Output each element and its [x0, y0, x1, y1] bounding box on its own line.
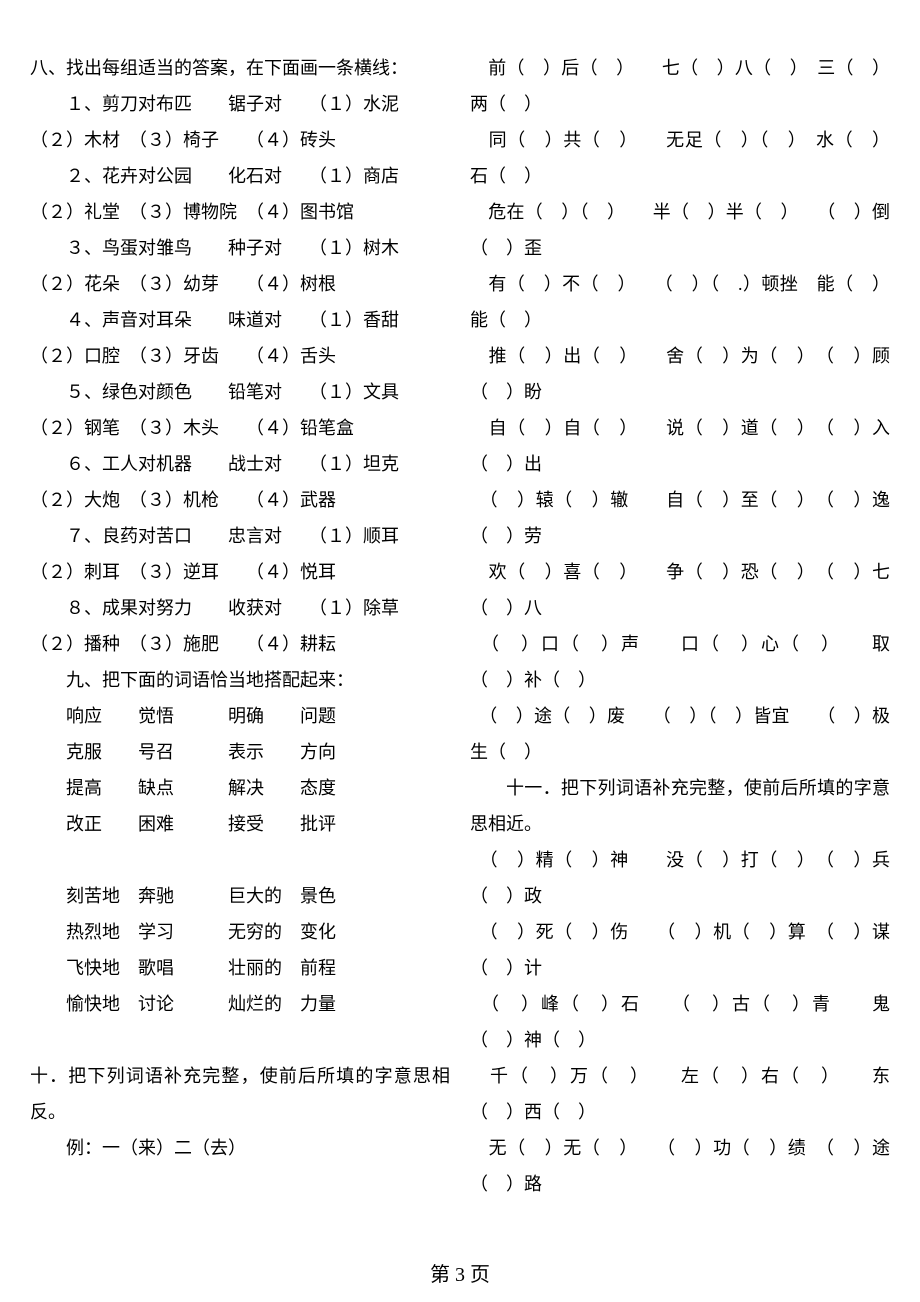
q8-item-2-line2: （２）礼堂 （３）博物院 （４）图书馆 [30, 194, 450, 230]
idioms10-line-1: 同（ ）共（ ） 无足（ ）（ ） 水（ ）石（ ） [470, 122, 890, 194]
q8-item-2-line1: ２、花卉对公园 化石对 （１）商店 [30, 158, 450, 194]
q8-item-6-line1: ６、工人对机器 战士对 （１）坦克 [30, 446, 450, 482]
q8-item-8-line1: ８、成果对努力 收获对 （１）除草 [30, 590, 450, 626]
blank-line [30, 842, 450, 878]
idioms10-line-3: 有（ ）不（ ） （ ）（ .）顿挫 能（ ）能（ ） [470, 266, 890, 338]
idioms10-line-6: （ ）辕（ ）辙 自（ ）至（ ） （ ）逸（ ）劳 [470, 482, 890, 554]
idioms11-line-4: 无（ ）无（ ） （ ）功（ ）绩 （ ）途（ ）路 [470, 1130, 890, 1202]
q8-item-8-line2: （２）播种 （３）施肥 （４）耕耘 [30, 626, 450, 662]
idioms10-line-4: 推（ ）出（ ） 舍（ ）为（ ） （ ）顾（ ）盼 [470, 338, 890, 410]
idioms11-line-3: 千（ ）万（ ） 左（ ）右（ ） 东（ ）西（ ） [470, 1058, 890, 1130]
pairs2-row-3: 愉快地 讨论 灿烂的 力量 [30, 986, 450, 1022]
q8-item-3-line2: （２）花朵 （３）幼芽 （４）树根 [30, 266, 450, 302]
q8-item-1-line2: （２）木材 （３）椅子 （４）砖头 [30, 122, 450, 158]
blank-line [30, 1022, 450, 1058]
q8-item-4-line2: （２）口腔 （３）牙齿 （４）舌头 [30, 338, 450, 374]
pairs2-row-2: 飞快地 歌唱 壮丽的 前程 [30, 950, 450, 986]
pairs1-row-3: 改正 困难 接受 批评 [30, 806, 450, 842]
section9-title: 九、把下面的词语恰当地搭配起来： [30, 662, 450, 698]
idioms10-line-5: 自（ ）自（ ） 说（ ）道（ ） （ ）入（ ）出 [470, 410, 890, 482]
idioms10-line-0: 前（ ）后（ ） 七（ ）八（ ） 三（ ）两（ ） [470, 50, 890, 122]
idioms10-line-7: 欢（ ）喜（ ） 争（ ）恐（ ） （ ）七（ ）八 [470, 554, 890, 626]
q8-item-4-line1: ４、声音对耳朵 味道对 （１）香甜 [30, 302, 450, 338]
q8-item-5-line2: （２）钢笔 （３）木头 （４）铅笔盒 [30, 410, 450, 446]
pairs2-row-0: 刻苦地 奔驰 巨大的 景色 [30, 878, 450, 914]
pairs1-row-0: 响应 觉悟 明确 问题 [30, 698, 450, 734]
idioms11-line-1: （ ）死（ ）伤 （ ）机（ ）算 （ ）谋（ ）计 [470, 914, 890, 986]
q8-item-6-line2: （２）大炮 （３）机枪 （４）武器 [30, 482, 450, 518]
q8-item-7-line1: ７、良药对苦口 忠言对 （１）顺耳 [30, 518, 450, 554]
idioms10-line-9: （ ）途（ ）废 （ ）（ ）皆宜 （ ）极生（ ） [470, 698, 890, 770]
section10-title: 十．把下列词语补充完整，使前后所填的字意思相反。 [30, 1058, 450, 1130]
section10-example: 例：一（来）二（去） [30, 1130, 450, 1166]
idioms11-line-2: （ ）峰（ ）石 （ ）古（ ）青 鬼（ ）神（ ） [470, 986, 890, 1058]
idioms10-line-2: 危在（ ）（ ） 半（ ）半（ ） （ ）倒（ ）歪 [470, 194, 890, 266]
q8-item-7-line2: （２）刺耳 （３）逆耳 （４）悦耳 [30, 554, 450, 590]
page-body: 八、找出每组适当的答案，在下面画一条横线： １、剪刀对布匹 锯子对 （１）水泥（… [0, 0, 920, 1250]
idioms10-line-8: （ ）口（ ）声 口（ ）心（ ） 取（ ）补（ ） [470, 626, 890, 698]
pairs1-row-2: 提高 缺点 解决 态度 [30, 770, 450, 806]
q8-item-5-line1: ５、绿色对颜色 铅笔对 （１）文具 [30, 374, 450, 410]
pairs1-row-1: 克服 号召 表示 方向 [30, 734, 450, 770]
page-footer: 第 3 页 [0, 1250, 920, 1287]
pairs2-row-1: 热烈地 学习 无穷的 变化 [30, 914, 450, 950]
q8-item-3-line1: ３、鸟蛋对雏鸟 种子对 （１）树木 [30, 230, 450, 266]
section11-title: 十一．把下列词语补充完整，使前后所填的字意思相近。 [470, 770, 890, 842]
idioms11-line-0: （ ）精（ ）神 没（ ）打（ ） （ ）兵（ ）政 [470, 842, 890, 914]
section8-title: 八、找出每组适当的答案，在下面画一条横线： [30, 50, 450, 86]
q8-item-1-line1: １、剪刀对布匹 锯子对 （１）水泥 [30, 86, 450, 122]
